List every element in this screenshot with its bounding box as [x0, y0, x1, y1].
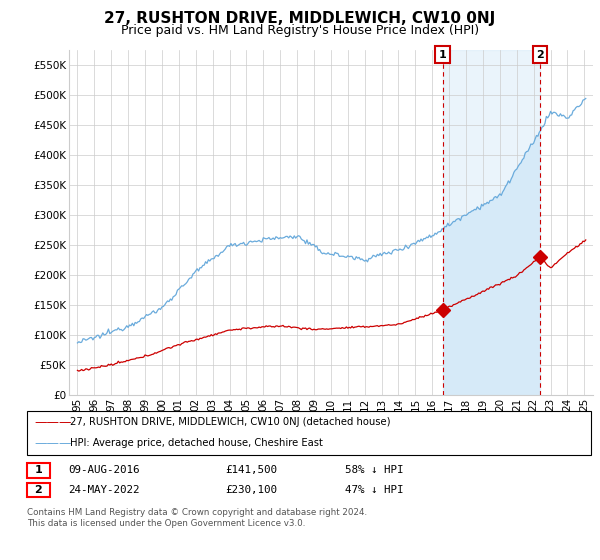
Text: HPI: Average price, detached house, Cheshire East: HPI: Average price, detached house, Ches… — [70, 438, 323, 449]
Text: Price paid vs. HM Land Registry's House Price Index (HPI): Price paid vs. HM Land Registry's House … — [121, 24, 479, 37]
Text: 2: 2 — [35, 485, 42, 495]
Text: 24-MAY-2022: 24-MAY-2022 — [68, 485, 139, 495]
Text: 47% ↓ HPI: 47% ↓ HPI — [345, 485, 404, 495]
Text: £230,100: £230,100 — [225, 485, 277, 495]
Text: This data is licensed under the Open Government Licence v3.0.: This data is licensed under the Open Gov… — [27, 519, 305, 528]
Text: 27, RUSHTON DRIVE, MIDDLEWICH, CW10 0NJ: 27, RUSHTON DRIVE, MIDDLEWICH, CW10 0NJ — [104, 11, 496, 26]
Text: 58% ↓ HPI: 58% ↓ HPI — [345, 465, 404, 475]
Text: £141,500: £141,500 — [225, 465, 277, 475]
Text: ———: ——— — [34, 416, 72, 429]
Text: 1: 1 — [35, 465, 42, 475]
Text: Contains HM Land Registry data © Crown copyright and database right 2024.: Contains HM Land Registry data © Crown c… — [27, 508, 367, 517]
Text: 2: 2 — [536, 50, 544, 60]
Bar — [443, 50, 540, 395]
Text: 27, RUSHTON DRIVE, MIDDLEWICH, CW10 0NJ (detached house): 27, RUSHTON DRIVE, MIDDLEWICH, CW10 0NJ … — [70, 417, 391, 427]
Text: ———: ——— — [34, 437, 72, 450]
Text: 09-AUG-2016: 09-AUG-2016 — [68, 465, 139, 475]
Text: 1: 1 — [439, 50, 446, 60]
